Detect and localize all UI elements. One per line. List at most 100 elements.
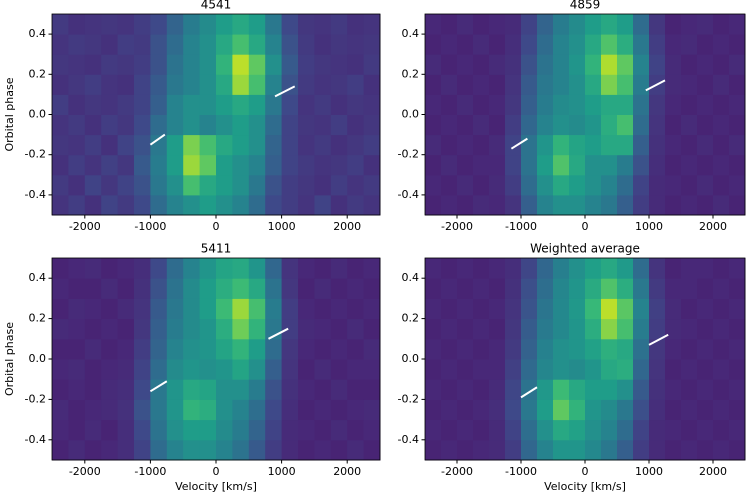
heat-cell [665, 34, 682, 55]
heat-cell [425, 194, 442, 216]
heat-cell [183, 54, 201, 75]
heat-cell [134, 399, 151, 421]
heat-cell [265, 278, 283, 299]
heat-cell [537, 194, 554, 216]
heat-cell [199, 399, 217, 421]
heat-cell [216, 278, 233, 299]
heat-cell [537, 134, 554, 156]
heat-cell [199, 54, 217, 75]
heat-cell [314, 338, 332, 360]
heat-cell [298, 154, 315, 176]
heat-cell [150, 114, 168, 136]
heat-cell [489, 419, 506, 441]
heat-cell [84, 379, 102, 400]
heat-cell [232, 419, 250, 441]
heat-cell [347, 174, 365, 196]
heat-cell [601, 278, 618, 299]
heat-cell [68, 14, 86, 35]
heat-cell [649, 154, 666, 176]
heat-cell [84, 154, 102, 176]
heat-cell [199, 439, 217, 461]
heat-cell [363, 318, 381, 340]
heat-cell [425, 419, 442, 441]
heat-cell [68, 379, 86, 400]
heat-cell [569, 359, 586, 380]
heat-cell [649, 194, 666, 216]
heat-cell [633, 419, 650, 441]
heat-cell [199, 379, 217, 400]
heat-cell [489, 54, 506, 75]
heat-cell [713, 74, 730, 95]
heat-cell [134, 419, 151, 441]
heat-cell [633, 278, 650, 299]
heat-cell [330, 338, 348, 360]
heat-cell [617, 258, 634, 279]
heat-cell [347, 74, 365, 95]
heat-cell [199, 258, 217, 279]
heat-cell [134, 359, 151, 380]
heat-cell [298, 318, 315, 340]
heat-cell [232, 134, 250, 156]
heat-cell [441, 54, 458, 75]
heat-cell [248, 359, 266, 380]
x-tick-label: -2000 [69, 220, 101, 233]
heat-cell [134, 54, 151, 75]
heat-cell [473, 338, 490, 360]
heat-cell [117, 399, 135, 421]
heat-cell [347, 419, 365, 441]
heat-cell [166, 14, 184, 35]
y-tick-label: 0.0 [29, 108, 47, 121]
heat-cell [84, 338, 102, 360]
heat-cell [457, 34, 474, 55]
heat-cell [134, 298, 151, 320]
heat-cell [633, 359, 650, 380]
heat-cell [216, 419, 233, 441]
heat-cell [489, 34, 506, 55]
heat-cell [489, 174, 506, 196]
heat-cell [617, 419, 634, 441]
heat-cell [232, 258, 250, 279]
heat-cell [665, 318, 682, 340]
heat-cell [521, 194, 538, 216]
heat-cell [117, 439, 135, 461]
heat-cell [265, 419, 283, 441]
heat-cell [521, 74, 538, 95]
heat-cell [505, 359, 522, 380]
heat-cell [505, 338, 522, 360]
heat-cell [363, 154, 381, 176]
heat-cell [585, 359, 602, 380]
heat-cell [314, 194, 332, 216]
heat-cell [425, 278, 442, 299]
heat-cell [697, 419, 714, 441]
heat-cell [101, 298, 119, 320]
heat-cell [601, 194, 618, 216]
heat-cell [314, 94, 332, 115]
heat-cell [697, 74, 714, 95]
heat-cell [697, 14, 714, 35]
heat-cell [265, 134, 283, 156]
heat-cell [68, 154, 86, 176]
heat-cell [298, 439, 315, 461]
heat-cell [521, 359, 538, 380]
heat-cell [649, 134, 666, 156]
heat-cell [489, 399, 506, 421]
heat-cell [281, 258, 299, 279]
heat-cell [314, 14, 332, 35]
heat-cell [633, 94, 650, 115]
heat-cell [150, 34, 168, 55]
heat-cell [183, 258, 201, 279]
heat-cell [330, 194, 348, 216]
y-tick-label: 0.2 [29, 312, 47, 325]
heat-cell [489, 318, 506, 340]
heat-cell [553, 318, 570, 340]
heat-cell [585, 94, 602, 115]
heat-cell [84, 194, 102, 216]
heat-cell [232, 379, 250, 400]
heat-cell [248, 338, 266, 360]
heat-cell [441, 174, 458, 196]
heat-cell [601, 74, 618, 95]
heat-cell [232, 14, 250, 35]
heat-cell [473, 298, 490, 320]
heat-cell [649, 439, 666, 461]
heat-cell [298, 359, 315, 380]
